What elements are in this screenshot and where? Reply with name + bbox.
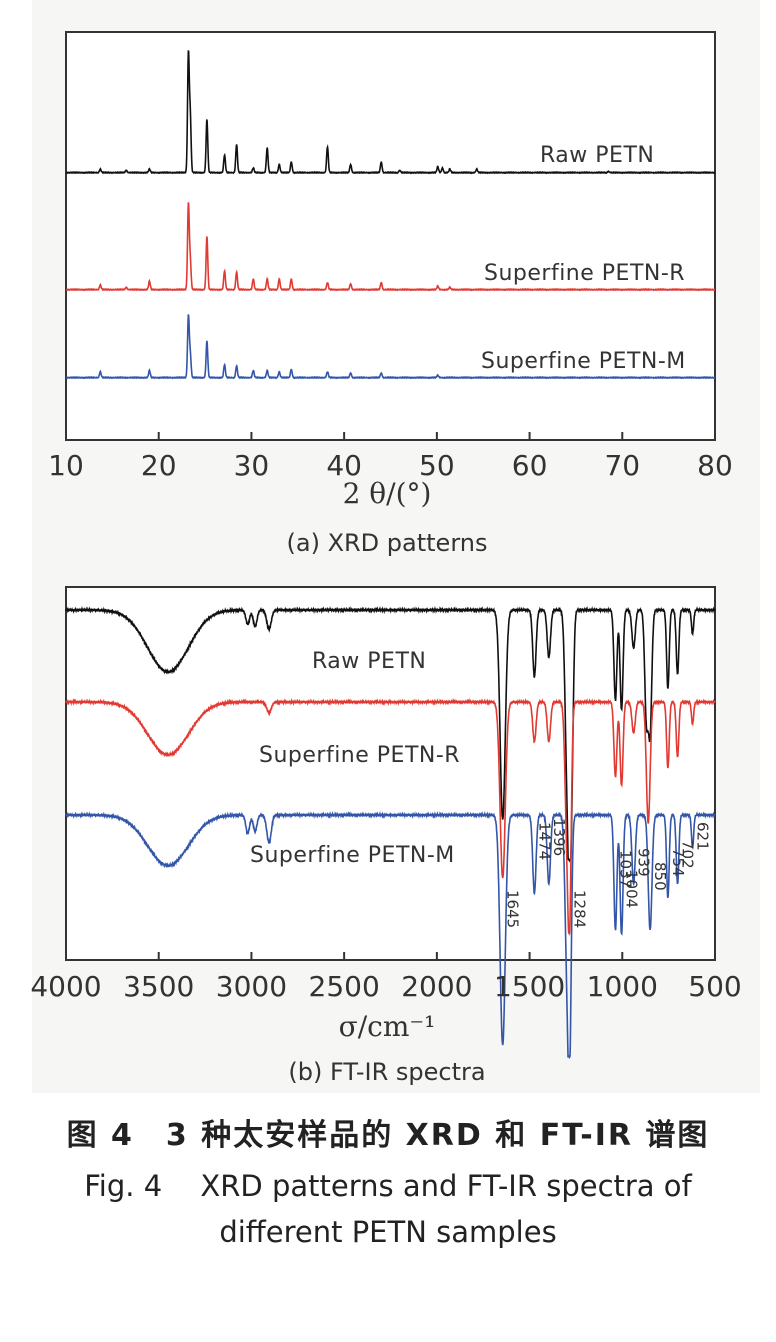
xrd-plot-frame xyxy=(65,31,716,441)
xrd-tick-label: 50 xyxy=(419,449,455,482)
ftir-peak-annotation: 1004 xyxy=(623,870,641,908)
ftir-line-raw xyxy=(65,605,716,863)
ftir-line-superfine-r xyxy=(65,697,716,936)
ftir-tick-label: 2500 xyxy=(309,970,380,1003)
ftir-tick-label: 500 xyxy=(688,970,741,1003)
xrd-ticks-group: 10 20 30 40 50 60 70 80 xyxy=(48,432,733,482)
xrd-tick-label: 70 xyxy=(604,449,640,482)
xrd-tick-label: 60 xyxy=(512,449,548,482)
ftir-line-superfine-m xyxy=(65,810,716,1060)
xrd-tick-label: 20 xyxy=(141,449,177,482)
ftir-peak-annotation: 850 xyxy=(651,862,669,891)
ftir-axis-title: σ/cm⁻¹ xyxy=(339,1010,436,1043)
ftir-peak-annotation: 1037 xyxy=(616,850,634,888)
ftir-series-group xyxy=(65,605,716,1060)
ftir-peak-annotation: 621 xyxy=(694,822,712,851)
xrd-tick-label: 80 xyxy=(697,449,733,482)
ftir-peak-annotation: 1396 xyxy=(550,818,568,856)
figure-caption-zh: 图 4 3 种太安样品的 XRD 和 FT-IR 谱图 xyxy=(66,1118,710,1153)
figure-caption-en-line2: different PETN samples xyxy=(219,1215,557,1249)
xrd-tick-label: 30 xyxy=(234,449,270,482)
xrd-tick-label: 40 xyxy=(326,449,362,482)
ftir-ticks-group: 4000 3500 3000 2500 2000 1500 1000 500 xyxy=(30,952,742,1003)
ftir-peak-annotation: 1645 xyxy=(504,890,522,928)
xrd-series-group xyxy=(65,50,716,380)
xrd-tick-label: 10 xyxy=(48,449,84,482)
xrd-series-label-raw: Raw PETN xyxy=(540,143,654,168)
ftir-tick-label: 3000 xyxy=(216,970,287,1003)
ftir-tick-label: 2000 xyxy=(401,970,472,1003)
ftir-tick-label: 1000 xyxy=(587,970,658,1003)
ftir-peak-annotation: 754 xyxy=(669,848,687,877)
xrd-series-label-m: Superfine PETN-M xyxy=(481,349,686,374)
ftir-peak-annotation: 1284 xyxy=(571,890,589,928)
xrd-series-label-r: Superfine PETN-R xyxy=(484,261,685,286)
ftir-peak-annotation: 1474 xyxy=(535,822,553,860)
xrd-line-superfine-r xyxy=(65,202,716,292)
ftir-tick-label: 3500 xyxy=(123,970,194,1003)
ftir-series-label-m: Superfine PETN-M xyxy=(250,843,455,868)
ftir-subtitle: (b) FT-IR spectra xyxy=(288,1058,485,1086)
ftir-tick-label: 1500 xyxy=(494,970,565,1003)
figure-caption-en-line1: Fig. 4 XRD patterns and FT-IR spectra of xyxy=(84,1169,692,1203)
figure-svg: 10 20 30 40 50 60 70 80 Raw PETN Superfine PETN… xyxy=(30,31,742,1086)
ftir-peak-annotation: 702 xyxy=(679,840,697,869)
xrd-line-superfine-m xyxy=(65,314,716,380)
xrd-line-raw xyxy=(65,50,716,175)
xrd-axis-title: 2 θ/(°) xyxy=(343,477,432,510)
ftir-peak-annotation: 939 xyxy=(635,848,653,877)
xrd-subtitle: (a) XRD patterns xyxy=(287,529,488,557)
ftir-series-label-r: Superfine PETN-R xyxy=(259,743,460,768)
ftir-series-label-raw: Raw PETN xyxy=(312,649,426,674)
ftir-tick-label: 4000 xyxy=(30,970,101,1003)
ftir-plot-frame xyxy=(65,586,716,961)
